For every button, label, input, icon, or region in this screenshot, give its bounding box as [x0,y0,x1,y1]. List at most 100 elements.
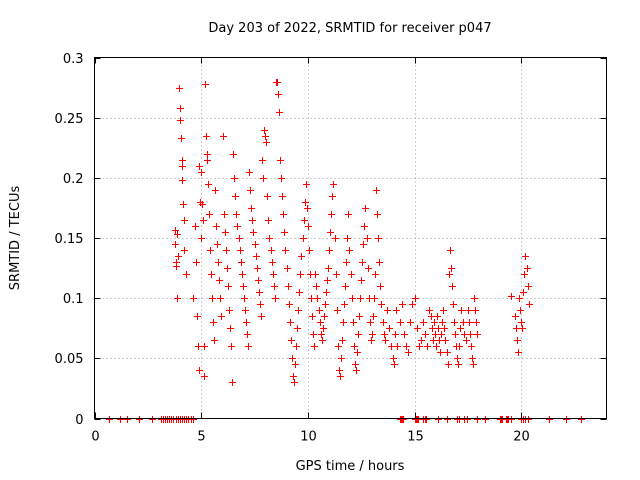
data-point [248,205,255,212]
data-point [193,259,200,266]
data-point [445,361,452,368]
data-point [149,416,156,423]
data-point [418,337,425,344]
data-point [435,416,442,423]
data-point [372,271,379,278]
data-point [454,355,461,362]
data-point [521,271,528,278]
data-point [382,337,389,344]
data-point [175,253,182,260]
data-point [474,416,481,423]
data-point [247,187,254,194]
data-point [578,416,585,423]
data-point [212,187,219,194]
data-point [512,313,519,320]
data-point [546,416,553,423]
data-point [117,416,124,423]
data-point [300,235,307,242]
data-point [432,331,439,338]
y-tick-label: 0.2 [63,172,84,187]
data-point [174,295,181,302]
data-point [213,223,220,230]
data-point [252,241,259,248]
data-point [518,319,525,326]
data-point [229,379,236,386]
data-point [201,373,208,380]
data-point [340,319,347,326]
data-point [240,283,247,290]
data-point [397,319,404,326]
data-point [329,193,336,200]
data-point [172,227,179,234]
data-point [449,283,456,290]
data-point [414,325,421,332]
data-point [400,416,407,423]
data-point [444,349,451,356]
data-point [335,343,342,350]
data-point [222,229,229,236]
data-point [263,139,270,146]
data-point [436,337,443,344]
data-point [390,355,397,362]
axis-ticks [94,57,607,420]
data-point [452,331,459,338]
data-point [422,331,429,338]
data-point [221,211,228,218]
data-point [264,193,271,200]
data-point [285,283,292,290]
x-tick-label: 10 [300,430,317,445]
data-point [376,259,383,266]
data-point [288,337,295,344]
data-point [365,265,372,272]
data-point [420,319,427,326]
data-point [277,157,284,164]
data-point [360,241,367,248]
data-point [344,235,351,242]
data-point [375,235,382,242]
data-point [228,343,235,350]
y-tick-label: 0.1 [63,292,84,307]
data-point [174,231,181,238]
y-tick-label: 0.25 [55,112,84,127]
data-point [381,331,388,338]
data-point [136,416,143,423]
data-point [204,151,211,158]
data-point [279,193,286,200]
data-point [245,343,252,350]
data-point [461,331,468,338]
chart-title: Day 203 of 2022, SRMTID for receiver p04… [208,21,491,36]
data-point [330,181,337,188]
y-tick-label: 0 [75,413,83,428]
data-point [466,319,473,326]
data-point [271,283,278,290]
data-point [352,361,359,368]
data-point [306,247,313,254]
data-point [181,247,188,254]
data-point [323,289,330,296]
data-point [257,301,264,308]
data-point [447,247,454,254]
data-point [437,349,444,356]
data-point [177,117,184,124]
data-point [348,271,355,278]
data-point [293,343,300,350]
x-axis-label: GPS time / hours [296,459,405,474]
data-point [258,313,265,320]
data-point [233,211,240,218]
data-point [392,331,399,338]
data-point [336,367,343,374]
data-point [316,307,323,314]
data-point [259,157,266,164]
data-point [320,325,327,332]
data-point [522,253,529,260]
data-point [179,177,186,184]
data-point [371,295,378,302]
data-point [309,313,316,320]
data-point [242,307,249,314]
data-point [333,271,340,278]
x-tick-label: 0 [91,430,99,445]
data-point [423,416,430,423]
data-point [464,416,471,423]
data-point [319,337,326,344]
